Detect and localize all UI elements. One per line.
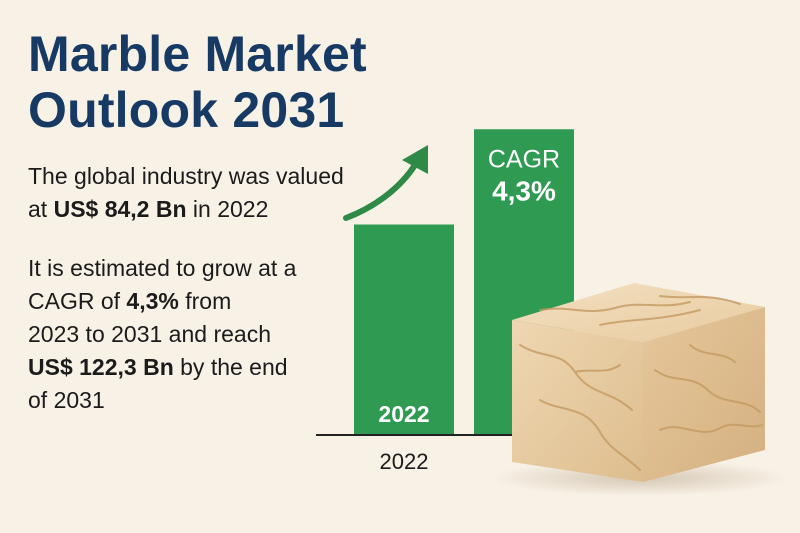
text-line: US$ 122,3 Bn by the end [28,351,296,384]
title-line-1: Marble Market [28,26,367,82]
text-fragment: of 2031 [28,387,105,413]
x-tick-label: 2022 [380,449,429,474]
marble-block-icon [490,283,790,496]
x-tick-labels: 2022 [380,449,429,474]
market-value-2022: US$ 84,2 Bn [53,196,187,222]
title-line-2: Outlook 2031 [28,82,345,138]
text-fragment: The global industry was valued [28,163,344,189]
market-value-text: The global industry was valued at US$ 84… [28,160,344,226]
text-line: of 2031 [28,384,296,417]
text-fragment: 2023 to 2031 and reach [28,321,271,347]
text-fragment: in 2022 [186,196,269,222]
text-fragment: by the end [173,354,288,380]
text-line: The global industry was valued [28,160,344,193]
text-fragment: It is estimated to grow at a [28,255,297,281]
market-value-2031: US$ 122,3 Bn [28,354,174,380]
cagr-value: 4,3% [126,288,179,314]
bar-label: 4,3% [492,175,556,206]
text-fragment: at [28,196,54,222]
text-line: CAGR of 4,3% from [28,285,296,318]
bar-2022 [354,224,454,435]
text-fragment: from [178,288,232,314]
text-line: 2023 to 2031 and reach [28,318,296,351]
text-line: It is estimated to grow at a [28,252,296,285]
bar-label: CAGR [488,145,560,173]
text-fragment: CAGR of [28,288,127,314]
page-title: Marble Market Outlook 2031 [28,26,367,138]
forecast-text: It is estimated to grow at a CAGR of 4,3… [28,252,296,417]
text-line: at US$ 84,2 Bn in 2022 [28,193,344,226]
growth-arrow-icon [343,145,428,221]
bar-label: 2022 [378,401,429,427]
